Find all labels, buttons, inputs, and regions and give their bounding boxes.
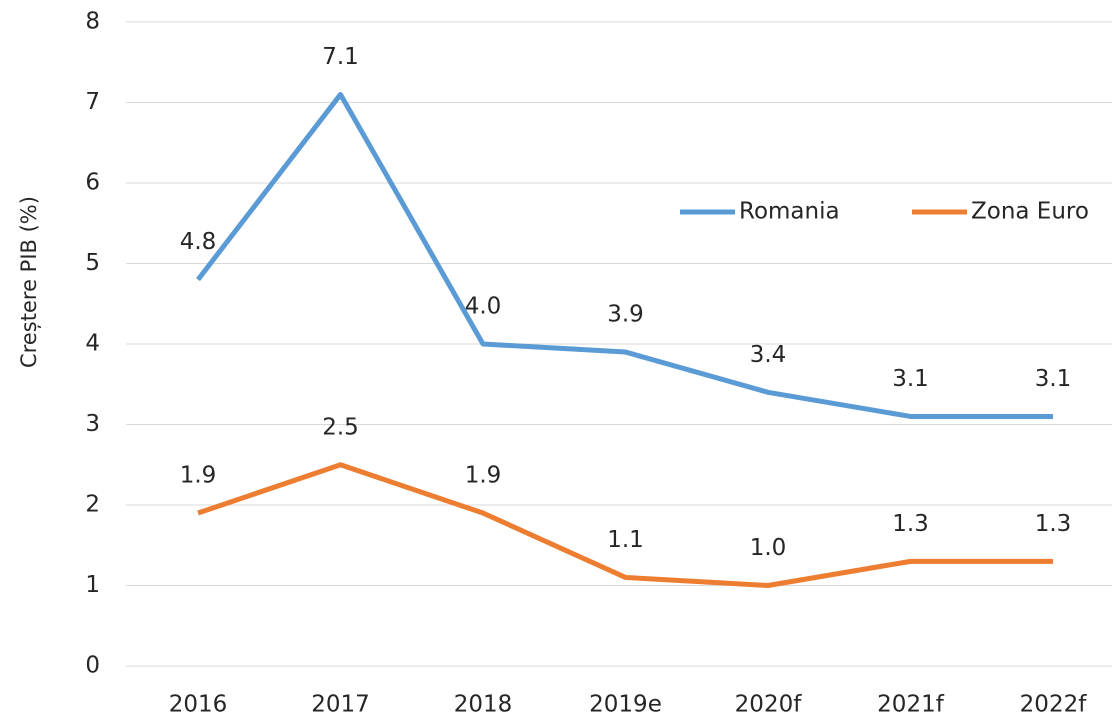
y-tick-label: 6 (85, 170, 100, 196)
data-label: 4.8 (180, 229, 217, 255)
y-tick-label: 5 (85, 250, 100, 276)
x-tick-label: 2017 (311, 692, 370, 718)
y-tick-label: 0 (85, 653, 100, 679)
y-tick-label: 7 (85, 89, 100, 115)
x-tick-label: 2016 (169, 692, 228, 718)
x-tick-label: 2021f (877, 692, 945, 718)
x-tick-label: 2019e (589, 692, 662, 718)
y-tick-label: 2 (85, 492, 100, 518)
data-label: 3.9 (607, 302, 644, 328)
x-tick-label: 2022f (1020, 692, 1088, 718)
data-label: 3.1 (892, 366, 929, 392)
data-label: 4.0 (465, 294, 502, 320)
x-tick-label: 2018 (454, 692, 513, 718)
series-line (196, 91, 1053, 419)
data-label: 1.1 (607, 527, 644, 553)
x-tick-label: 2020f (735, 692, 803, 718)
y-tick-label: 1 (85, 572, 100, 598)
data-label: 1.3 (1035, 511, 1072, 537)
y-tick-label: 3 (85, 411, 100, 437)
legend-label: Romania (739, 199, 840, 225)
y-tick-label: 8 (85, 9, 100, 35)
y-tick-label: 4 (85, 331, 100, 357)
data-label: 7.1 (322, 44, 359, 70)
data-label: 1.3 (892, 511, 929, 537)
data-label: 1.0 (750, 535, 787, 561)
series-line (197, 462, 1053, 588)
data-label: 2.5 (322, 414, 359, 440)
data-label: 1.9 (465, 463, 502, 489)
data-label: 3.1 (1035, 366, 1072, 392)
y-axis-label: Creștere PIB (%) (17, 196, 41, 368)
data-label: 1.9 (180, 463, 217, 489)
legend-label: Zona Euro (971, 199, 1089, 225)
data-label: 3.4 (750, 342, 787, 368)
